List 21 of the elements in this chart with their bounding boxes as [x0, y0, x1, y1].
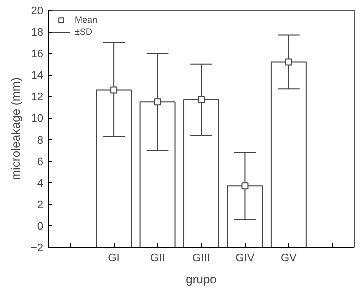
y-tick-label: 8 [37, 134, 44, 147]
x-tick-label: GV [280, 252, 298, 264]
y-tick-label: 10 [31, 113, 44, 126]
y-tick-label: 16 [31, 48, 44, 61]
y-tick-label: 2 [37, 199, 44, 212]
annotation: ±SD [75, 27, 94, 37]
x-tick-label: GIII [192, 252, 210, 264]
y-tick-label: 12 [31, 92, 44, 104]
y-tick-label: −2 [30, 242, 44, 254]
y-tick-label: 14 [31, 70, 44, 82]
y-tick-label: 4 [37, 178, 44, 190]
y-tick-label: 18 [31, 27, 44, 40]
y-tick-label: 0 [37, 220, 44, 233]
x-axis-title: grupo [186, 272, 218, 286]
x-tick-label: GIV [236, 252, 256, 264]
x-tick-label: GII [150, 252, 166, 264]
legend-label: Mean [75, 15, 98, 25]
y-tick-label: 20 [31, 6, 44, 18]
y-axis-title: microleakage (mm) [8, 78, 23, 180]
x-tick-label: GI [108, 252, 120, 264]
y-tick-label: 6 [37, 156, 44, 168]
